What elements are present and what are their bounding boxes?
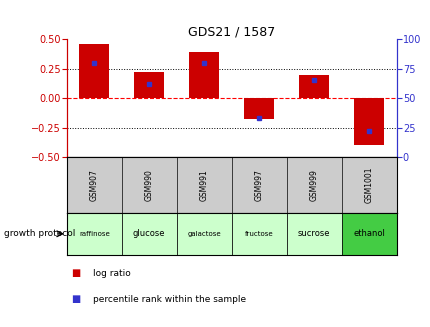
Text: GSM1001: GSM1001 [364,166,373,203]
Text: ■: ■ [71,268,80,278]
Bar [176,213,231,255]
Text: GSM997: GSM997 [254,169,263,201]
Bar [189,52,219,98]
Bar [231,213,286,255]
Bar [243,98,273,119]
Bar [67,213,122,255]
Text: fructose: fructose [244,231,273,237]
Text: galactose: galactose [187,231,221,237]
Text: glucose: glucose [133,229,165,238]
Text: GSM907: GSM907 [89,169,98,201]
Text: percentile rank within the sample: percentile rank within the sample [92,295,245,304]
Bar [79,44,109,98]
Bar [353,98,383,145]
Text: ■: ■ [71,294,80,304]
Bar [298,75,329,98]
Text: GSM999: GSM999 [309,169,318,201]
Bar [286,213,341,255]
Text: GSM991: GSM991 [199,169,208,201]
Bar [341,213,396,255]
Text: growth protocol: growth protocol [4,229,76,238]
Bar [134,72,164,98]
Text: ethanol: ethanol [352,229,384,238]
Text: raffinose: raffinose [79,231,109,237]
Text: GSM990: GSM990 [144,169,154,201]
Bar [121,213,176,255]
Text: sucrose: sucrose [297,229,329,238]
Title: GDS21 / 1587: GDS21 / 1587 [187,25,275,38]
Text: log ratio: log ratio [92,269,130,278]
